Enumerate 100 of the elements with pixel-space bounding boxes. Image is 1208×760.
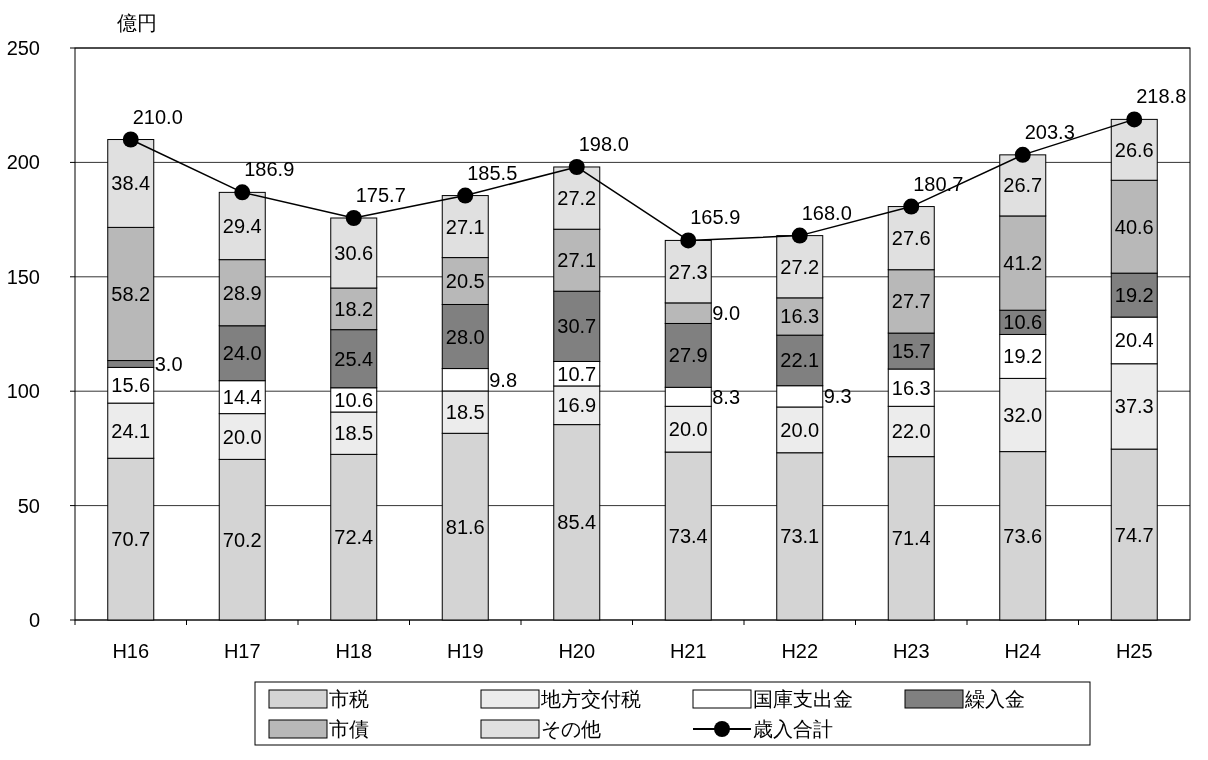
x-tick-label: H25 bbox=[1115, 640, 1153, 662]
data-label: 81.6 bbox=[445, 515, 485, 538]
data-label: 30.7 bbox=[557, 315, 597, 338]
data-label: 70.7 bbox=[111, 528, 151, 551]
data-label: 16.9 bbox=[557, 394, 597, 417]
data-label: 22.1 bbox=[780, 349, 820, 372]
point bbox=[903, 198, 920, 215]
data-label: 27.2 bbox=[557, 187, 597, 210]
data-label: 218.8 bbox=[1136, 85, 1187, 108]
x-tick-label: H18 bbox=[335, 640, 373, 662]
data-label: 29.4 bbox=[222, 215, 262, 238]
point bbox=[122, 131, 139, 148]
data-label: 41.2 bbox=[1003, 252, 1043, 275]
data-label: 9.8 bbox=[489, 368, 518, 391]
data-label: 24.0 bbox=[222, 342, 262, 365]
data-label: 27.1 bbox=[557, 249, 597, 272]
data-label: 8.3 bbox=[712, 385, 741, 408]
data-label: 168.0 bbox=[801, 201, 852, 224]
legend-label: その他 bbox=[541, 718, 601, 740]
data-label: 20.4 bbox=[1114, 329, 1154, 352]
legend-label: 市税 bbox=[329, 688, 369, 710]
data-label: 71.4 bbox=[891, 527, 931, 550]
data-label: 14.4 bbox=[222, 386, 262, 409]
x-tick-label: H22 bbox=[781, 640, 819, 662]
x-tick-label: H17 bbox=[223, 640, 261, 662]
data-label: 15.6 bbox=[111, 374, 151, 397]
data-label: 73.6 bbox=[1003, 524, 1043, 547]
legend-label: 繰入金 bbox=[964, 688, 1025, 710]
data-label: 73.1 bbox=[780, 525, 820, 548]
legend-label: 市債 bbox=[329, 718, 369, 740]
data-label: 20.5 bbox=[445, 270, 485, 293]
data-label: 32.0 bbox=[1003, 404, 1043, 426]
data-label: 74.7 bbox=[1114, 523, 1154, 546]
data-label: 27.7 bbox=[891, 290, 931, 313]
data-label: 10.6 bbox=[1003, 311, 1043, 334]
x-tick-label: H19 bbox=[446, 640, 484, 662]
data-label: 19.2 bbox=[1114, 284, 1154, 307]
data-label: 26.6 bbox=[1114, 138, 1154, 161]
y-tick-label: 250 bbox=[6, 37, 40, 59]
data-label: 20.0 bbox=[668, 418, 708, 441]
x-tick-label: H24 bbox=[1004, 640, 1042, 662]
data-label: 210.0 bbox=[132, 105, 183, 128]
x-tick-label: H23 bbox=[892, 640, 930, 662]
data-label: 18.5 bbox=[445, 401, 485, 424]
data-label: 26.7 bbox=[1003, 174, 1043, 197]
data-label: 198.0 bbox=[578, 132, 629, 155]
data-label: 10.7 bbox=[557, 362, 597, 385]
data-label: 185.5 bbox=[467, 161, 518, 184]
point bbox=[345, 210, 362, 226]
data-label: 20.0 bbox=[222, 425, 262, 448]
point bbox=[457, 187, 474, 204]
point bbox=[680, 232, 697, 249]
legend-label: 歳入合計 bbox=[753, 718, 833, 740]
data-label: 203.3 bbox=[1024, 120, 1075, 143]
data-label: 18.2 bbox=[334, 297, 374, 320]
data-label: 40.6 bbox=[1114, 215, 1154, 238]
data-label: 27.2 bbox=[780, 255, 820, 278]
data-label: 30.6 bbox=[334, 242, 374, 264]
data-label: 10.6 bbox=[334, 388, 374, 411]
data-label: 18.5 bbox=[334, 422, 374, 445]
data-label: 3.0 bbox=[154, 352, 183, 375]
data-label: 73.4 bbox=[668, 525, 708, 548]
y-tick-label: 100 bbox=[6, 380, 40, 403]
data-label: 186.9 bbox=[244, 158, 295, 181]
y-tick-label: 150 bbox=[6, 265, 40, 288]
point bbox=[791, 227, 808, 244]
x-tick-label: H16 bbox=[112, 640, 150, 662]
data-label: 165.9 bbox=[690, 206, 741, 229]
point bbox=[1014, 146, 1031, 163]
point bbox=[1126, 111, 1143, 128]
data-label: 24.1 bbox=[111, 419, 151, 442]
data-label: 85.4 bbox=[557, 511, 597, 534]
data-label: 25.4 bbox=[334, 347, 374, 370]
x-tick-label: H20 bbox=[558, 640, 596, 662]
legend-label: 国庫支出金 bbox=[753, 688, 853, 710]
data-label: 72.4 bbox=[334, 526, 374, 549]
data-label: 58.2 bbox=[111, 282, 151, 305]
data-label: 27.6 bbox=[891, 227, 931, 250]
data-label: 180.7 bbox=[913, 172, 964, 195]
data-label: 28.9 bbox=[222, 281, 262, 304]
data-label: 38.4 bbox=[111, 172, 151, 195]
data-label: 9.0 bbox=[712, 302, 741, 325]
point bbox=[568, 158, 585, 175]
y-tick-label: 200 bbox=[6, 151, 40, 174]
data-label: 27.9 bbox=[668, 344, 708, 367]
data-label: 9.3 bbox=[823, 385, 852, 408]
data-label: 70.2 bbox=[222, 528, 262, 551]
data-label: 22.0 bbox=[891, 420, 931, 443]
data-label: 19.2 bbox=[1003, 345, 1043, 368]
data-label: 20.0 bbox=[780, 418, 820, 441]
data-label: 175.7 bbox=[355, 184, 406, 206]
x-tick-label: H21 bbox=[669, 640, 707, 662]
y-tick-label: 0 bbox=[28, 609, 40, 631]
data-label: 16.3 bbox=[891, 376, 931, 399]
y-axis-title: 億円 bbox=[117, 12, 157, 34]
data-label: 27.3 bbox=[668, 260, 708, 283]
point bbox=[234, 184, 251, 201]
data-label: 28.0 bbox=[445, 325, 485, 348]
data-label: 27.1 bbox=[445, 215, 485, 238]
data-label: 15.7 bbox=[891, 340, 931, 363]
